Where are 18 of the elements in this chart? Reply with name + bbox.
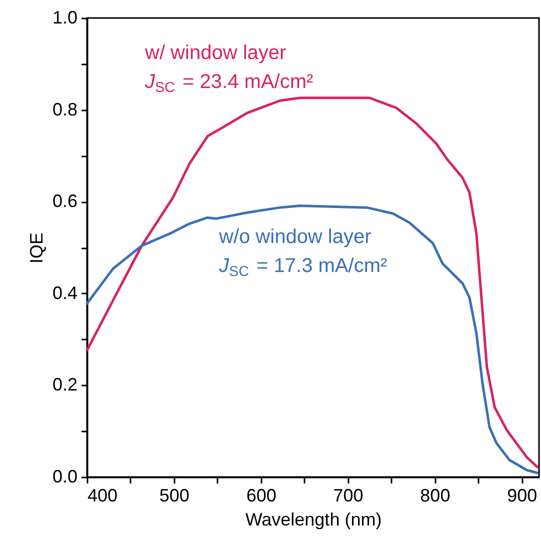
y-tick-label: 0.2 xyxy=(52,374,78,395)
x-axis-title: Wavelength (nm) xyxy=(245,510,382,530)
x-tick-label: 900 xyxy=(507,486,538,506)
y-tick-label: 0.0 xyxy=(52,466,78,486)
y-tick-label: 1.0 xyxy=(52,8,78,28)
line-series xyxy=(86,204,539,474)
x-tick-label: 500 xyxy=(159,486,190,506)
x-tick-label: 400 xyxy=(88,486,118,506)
y-tick-label: 0.8 xyxy=(52,99,78,120)
y-tick-label: 0.6 xyxy=(52,191,78,212)
y-axis-title: IQE xyxy=(26,232,46,264)
x-tick-label: 800 xyxy=(420,486,450,506)
x-tick-label: 700 xyxy=(333,486,364,506)
series-label: w/ window layer xyxy=(144,42,286,64)
series-label: w/o window layer xyxy=(218,226,372,248)
line-series xyxy=(86,96,539,468)
x-tick-label: 600 xyxy=(246,486,276,506)
y-tick-label: 0.4 xyxy=(52,282,78,303)
